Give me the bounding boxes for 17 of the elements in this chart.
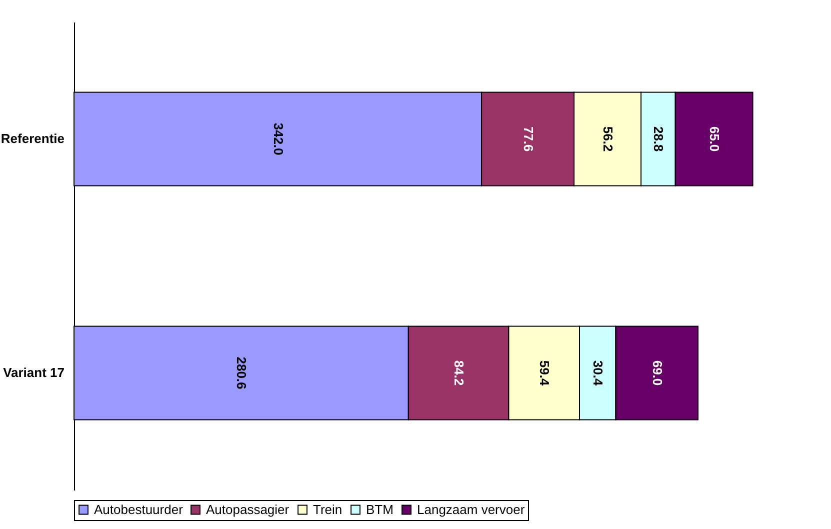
data-label: 28.8 <box>651 126 666 152</box>
legend-label: BTM <box>366 502 394 517</box>
legend-label: Autobestuurder <box>94 502 184 517</box>
data-label: 30.4 <box>590 360 606 386</box>
data-label: 56.2 <box>600 126 616 152</box>
y-tick-label: Variant 17 <box>3 365 64 380</box>
legend-label: Trein <box>313 502 342 517</box>
y-tick-label: Referentie <box>0 131 64 146</box>
data-label: 69.0 <box>650 360 665 386</box>
legend-label: Autopassagier <box>206 502 290 517</box>
data-label: 77.6 <box>520 126 536 152</box>
data-label: 280.6 <box>234 356 250 390</box>
data-label: 84.2 <box>452 360 467 386</box>
data-label: 59.4 <box>537 360 552 386</box>
data-label: 342.0 <box>270 122 286 156</box>
data-label: 65.0 <box>707 126 722 152</box>
legend-label: Langzaam vervoer <box>417 502 526 517</box>
